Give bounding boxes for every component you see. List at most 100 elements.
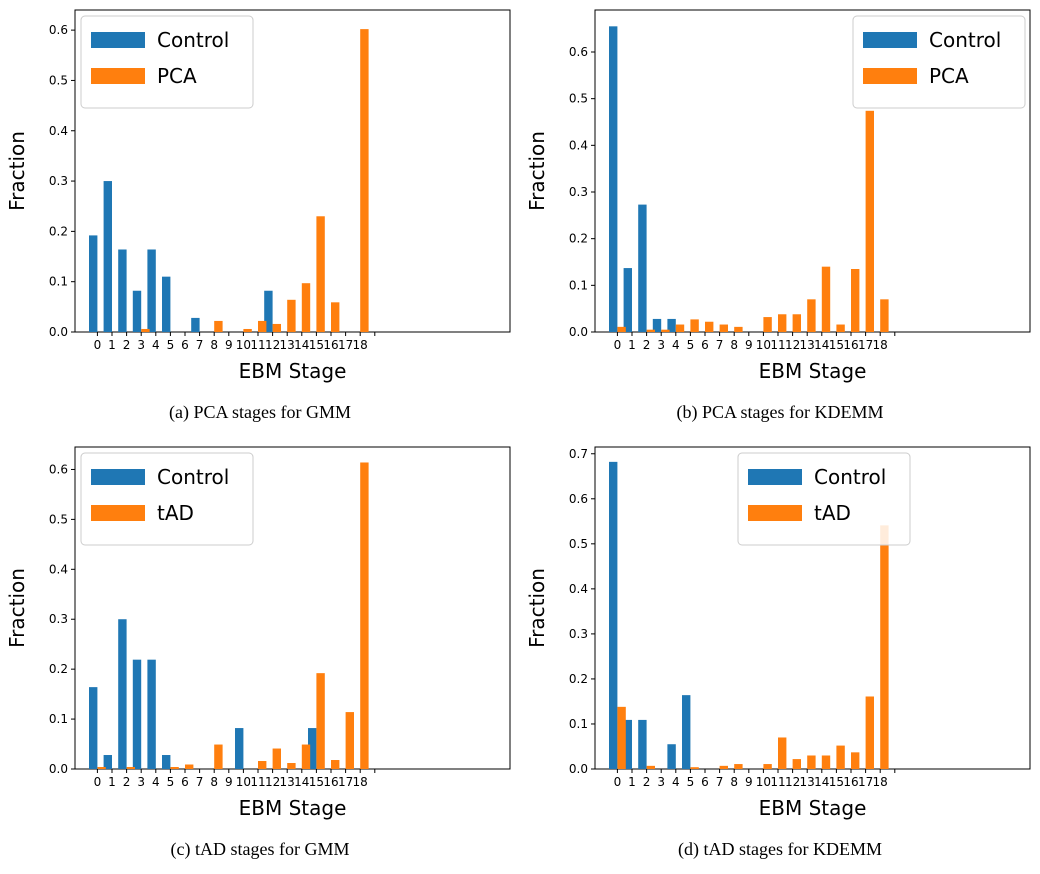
legend-swatch-control [748,469,802,485]
bar-tad-11 [778,737,787,769]
x-tick-label: 0 [614,338,622,352]
legend-label-pca: PCA [929,64,969,88]
legend-swatch-pca [863,68,917,84]
bar-tad-8 [734,764,743,769]
x-tick-label: 4 [152,338,160,352]
x-tick-label: 9 [745,775,753,789]
bar-tad-18 [880,525,889,769]
legend-swatch-control [91,32,145,48]
x-tick-label: 9 [225,775,233,789]
y-tick-label: 0.2 [569,232,588,246]
x-tick-label: 14 [294,775,309,789]
chart-caption-a: (a) PCA stages for GMM [169,402,351,422]
bar-tad-8 [214,744,223,769]
chart-caption-d: (d) tAD stages for KDEMM [678,839,882,859]
legend-label-control: Control [929,28,1001,52]
bar-pca-18 [880,299,889,332]
bar-pca-6 [705,321,714,332]
x-tick-label: 16 [323,338,338,352]
x-tick-label: 3 [137,338,145,352]
bar-control-0 [609,26,618,333]
bar-tad-0 [617,706,626,769]
legend: Control PCA [80,15,254,109]
x-tick-label: 17 [338,775,353,789]
y-tick-label: 0.6 [49,462,68,476]
bar-tad-14 [821,755,831,769]
y-axis-title: Fraction [5,568,29,648]
y-tick-label: 0.5 [49,512,68,526]
x-tick-label: 14 [814,338,829,352]
x-tick-label: 17 [858,338,873,352]
bar-chart-c: 0.00.10.20.30.40.50.60 1 2 3 4 5 6 7 8 9 10 11 12 13 1… [5,446,511,820]
x-tick-label: 13 [280,775,295,789]
x-tick-label: 15 [309,775,324,789]
y-tick-label: 0.3 [49,612,68,626]
x-axis-title: EBM Stage [239,359,347,383]
legend-swatch-control [91,469,145,485]
bar-pca-16 [331,302,340,332]
x-tick-label: 7 [196,775,204,789]
x-tick-label: 18 [873,338,888,352]
bar-tad-7 [719,765,728,769]
bar-pca-3 [141,328,150,332]
y-tick-label: 0.4 [49,124,68,138]
bar-pca-17 [865,110,874,332]
legend-label-tad: tAD [157,501,194,525]
bar-pca-3 [661,329,670,332]
x-tick-label: 4 [152,775,160,789]
x-tick-label: 5 [687,338,695,352]
bar-tad-13 [807,755,816,769]
x-tick-label: 2 [643,338,651,352]
y-axis-title: Fraction [525,131,549,211]
x-tick-label: 10 [756,775,771,789]
y-tick-label: 0.3 [569,185,588,199]
bar-tad-17 [865,696,874,769]
y-tick-label: 0.5 [569,92,588,106]
x-tick-label: 5 [167,338,175,352]
bar-tad-13 [287,763,296,769]
bar-control-12 [264,290,273,332]
bar-pca-14 [821,266,831,332]
y-axis-title: Fraction [5,131,29,211]
bar-pca-14 [301,283,311,332]
x-tick-label: 18 [353,338,368,352]
bar-control-7 [191,317,200,332]
x-tick-label: 0 [614,775,622,789]
bar-pca-8 [734,326,743,332]
y-tick-label: 0.4 [49,562,68,576]
x-tick-label: 7 [716,338,724,352]
legend-swatch-pca [91,68,145,84]
bar-tad-17 [345,712,354,769]
bar-pca-12 [792,314,801,332]
bar-pca-0 [617,326,626,332]
legend: Control tAD [737,452,911,546]
y-tick-label: 0.7 [569,447,588,461]
x-tick-label: 4 [672,338,680,352]
legend-label-control: Control [157,28,229,52]
legend-label-control: Control [814,465,886,489]
bar-tad-6 [185,764,194,769]
x-tick-label: 18 [873,775,888,789]
bar-tad-12 [792,759,801,769]
x-tick-label: 3 [657,775,665,789]
x-axis-title: EBM Stage [759,359,867,383]
bar-control-5 [682,695,691,769]
y-tick-label: 0.0 [49,762,68,776]
x-tick-label: 13 [280,338,295,352]
legend-label-tad: tAD [814,501,851,525]
bar-tad-2 [646,765,655,769]
x-tick-label: 9 [745,338,753,352]
x-tick-label: 5 [167,775,175,789]
y-axis-title: Fraction [525,568,549,648]
x-tick-label: 8 [210,775,218,789]
x-tick-label: 7 [196,338,204,352]
x-tick-label: 2 [123,338,131,352]
y-tick-label: 0.2 [569,672,588,686]
bar-tad-18 [360,462,369,769]
bar-tad-16 [851,752,860,769]
bar-control-1 [623,719,632,769]
bar-control-3 [132,659,142,769]
x-tick-label: 12 [265,338,280,352]
bar-tad-0 [97,767,106,769]
bar-pca-18 [360,29,369,333]
